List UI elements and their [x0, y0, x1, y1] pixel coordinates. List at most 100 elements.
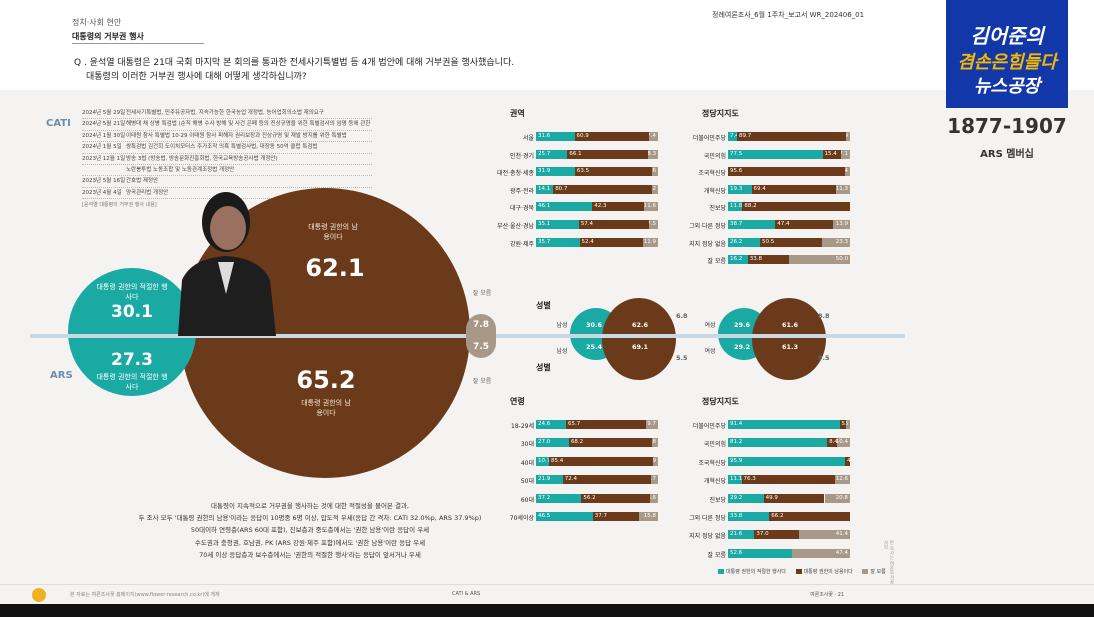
bar-value-label: 81.2 [730, 439, 743, 446]
bar-segment: 76.3 [741, 475, 835, 485]
bar-segment: 6.6 [649, 493, 658, 503]
timeline-date: 2023년 4월 4일 [82, 189, 122, 196]
page-header: 정치·사회 현안 대통령의 거부권 행사 정례여론조사_6월 1주차_보고서 W… [0, 0, 1094, 90]
section-label: 정치·사회 현안 [72, 18, 122, 27]
bar-segment: 31.9 [536, 167, 575, 177]
summary-line-3: 50대이하 연령층(ARS 60대 포함), 진보층과 중도층에서는 '권한 남… [190, 526, 430, 535]
bar-segment: 56.2 [581, 493, 650, 503]
bar-value-label: 8.3 [647, 150, 657, 157]
bar-value-label: 10.7 [538, 457, 550, 464]
bar-value-label: 7.4 [730, 133, 737, 139]
bar-segment: 52.6 [728, 548, 793, 558]
ars-label: ARS [50, 370, 73, 381]
bar-category-label: 지지 정당 없음 [689, 533, 726, 541]
gender-value-label: 62.6 [632, 321, 649, 329]
bar-segment: 23.3 [821, 237, 850, 247]
bar-segment: 11.6 [643, 202, 658, 212]
bar-segment: 11.3 [836, 184, 850, 194]
cati-proper-value: 30.1 [111, 302, 153, 322]
bar-value-label: 52.4 [581, 238, 594, 245]
bar-segment: 57.4 [578, 220, 649, 229]
bar-segment: 4.6 [652, 167, 658, 177]
ars-abuse-label: 대통령 권한의 남용이다 [301, 399, 351, 417]
bar-value-label: 2.9 [846, 132, 848, 141]
bar-segment: 7.5 [648, 220, 658, 229]
gender-title-top: 성별 [536, 301, 551, 310]
question-line-2: 대통령의 이러한 거부권 행사에 대해 어떻게 생각하십니까? [86, 72, 307, 82]
divider-line-overlay [30, 334, 490, 338]
bar-segment: 77.5 [728, 149, 823, 159]
gender-value-label: 61.6 [782, 321, 799, 329]
bar-value-label: 4.6 [652, 168, 656, 175]
gender-value-label: 9.5 [818, 354, 830, 362]
bar-category-label: 개혁신당 [703, 187, 726, 195]
bar-value-label: 12.6 [835, 476, 848, 483]
timeline-row: 2024년 1월 5일 쌍특검법 김건희 도이치모터스 주가조작 의혹 특별검사법… [82, 142, 372, 154]
bar-value-label: 11.1 [730, 476, 742, 483]
female-label-top: 여성 [704, 322, 716, 329]
gender-value-label: 30.6 [586, 321, 603, 329]
bar-category-label: 대구·경북 [510, 205, 534, 213]
summary-line-1: 대통령이 지속적으로 거부권을 행사하는 것에 대한 적절성을 물어본 결과, [211, 502, 409, 510]
bar-value-label: 3.6 [845, 421, 848, 427]
bar-segment: 5.7 [651, 475, 658, 485]
summary-line-2: 두 조사 모두 '대통령 권한의 남용'이라는 응답이 10명중 6명 이상, … [138, 514, 482, 523]
bar-segment: 33.8 [747, 255, 789, 265]
bar-value-label: 46.5 [538, 513, 551, 519]
gender-value-label: 61.3 [782, 343, 799, 351]
cati-abuse-label: 대통령 권한의 남용이다 [308, 223, 358, 241]
gender-value-label: 29.2 [734, 343, 751, 351]
gender-value-label: 5.5 [676, 354, 688, 362]
bar-chart-title: 권역 [510, 109, 525, 118]
page-footer: 본 자료는 여론조사꽃 홈페이지(www.flower-research.co.… [0, 584, 1094, 604]
bar-value-label: 7.4 [648, 133, 656, 139]
bar-segment: 35.7 [536, 237, 580, 247]
bar-segment: 69.4 [751, 184, 837, 194]
bar-value-label: 21.6 [730, 531, 743, 538]
summary-line-4: 수도권과 충청권, 호남권, PK (ARS 강원·제주 포함)에서도 '권한 … [194, 538, 426, 547]
report-page: 정치·사회 현안 대통령의 거부권 행사 정례여론조사_6월 1주차_보고서 W… [0, 0, 1094, 604]
bar-segment: 41.4 [799, 530, 850, 540]
member-number: 1877-1907 [947, 114, 1067, 138]
bar-value-label: 4.8 [652, 439, 656, 446]
bar-value-label: 63.5 [576, 168, 590, 175]
bar-value-label: 37.7 [594, 513, 607, 519]
bar-segment: 91.4 [728, 420, 840, 429]
bar-value-label: 38.7 [730, 221, 743, 227]
summary-text: 대통령이 지속적으로 거부권을 행사하는 것에 대한 적절성을 물어본 결과, … [80, 500, 540, 561]
bar-value-label: 50.5 [761, 238, 775, 245]
flower-logo-icon [32, 588, 46, 602]
bar-category-label: 30대 [520, 441, 534, 449]
bar-value-label: 80.7 [555, 185, 568, 192]
bar-value-label: 11.6 [643, 203, 656, 210]
bar-category-label: 그외 다른 정당 [689, 515, 726, 522]
female-label-bottom: 여성 [704, 348, 716, 355]
legend-abuse: 대통령 권한의 남용이다 [803, 569, 853, 575]
bar-segment: 4.1 [844, 456, 850, 466]
bar-value-label: 66.2 [771, 513, 784, 519]
bar-segment: 20.8 [824, 493, 850, 503]
bar-segment: 37.0 [754, 530, 800, 540]
bar-segment: 42.3 [592, 202, 644, 212]
dont-know-pill [466, 314, 496, 358]
bar-segment: 95.9 [728, 456, 845, 466]
bar-value-label: 24.6 [538, 421, 551, 427]
bar-value-label: 16.2 [730, 256, 743, 263]
bar-category-label: 18-29세 [511, 423, 534, 430]
ars-proper-label: 대통령 권한의 적절한 행사다 [96, 373, 168, 391]
gender-title-bottom: 성별 [536, 363, 551, 372]
timeline-date: 2024년 5월 21일 [82, 121, 126, 128]
bar-segment: 5.0 [839, 420, 846, 429]
side-note: 본 조사는 여론조사꽃 자체 조사임 [883, 540, 894, 600]
bar-segment: 50.5 [759, 237, 822, 247]
bar-value-label: 3.9 [653, 457, 656, 464]
bar-value-label: 8.4 [829, 439, 838, 446]
timeline-text: 노란봉투법 노동조합 및 노동관계조정법 개정안 [126, 166, 235, 173]
bar-segment: 15.4 [822, 149, 842, 159]
bar-segment: 31.6 [536, 132, 575, 141]
bar-value-label: 5.0 [841, 421, 846, 427]
timeline-row: 노란봉투법 노동조합 및 노동관계조정법 개정안 [82, 165, 372, 177]
bar-category-label: 40대 [520, 459, 534, 467]
bar-segment: 7.1 [841, 149, 850, 159]
section-divider [72, 43, 204, 44]
